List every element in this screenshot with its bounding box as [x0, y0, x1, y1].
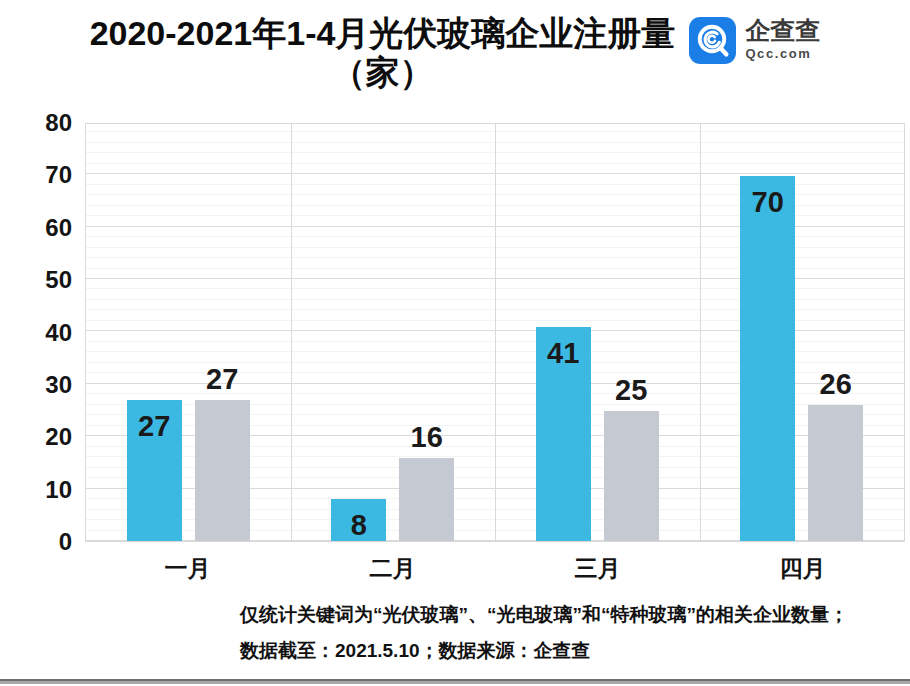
bar-value-label: 16 — [399, 422, 454, 452]
footer-note: 仅统计关键词为“光伏玻璃”、“光电玻璃”和“特种玻璃”的相关企业数量； 数据截至… — [240, 597, 848, 669]
y-tick-label: 10 — [0, 478, 72, 502]
series-blue-bar: 8 — [331, 499, 386, 541]
y-tick-label: 50 — [0, 268, 72, 292]
bar-value-label: 70 — [740, 187, 795, 217]
bar-value-label: 41 — [536, 338, 591, 368]
footer-note-line2: 数据截至：2021.5.10；数据来源：企查查 — [240, 633, 848, 669]
bar-value-label: 27 — [127, 411, 182, 441]
series-gray-bar: 27 — [195, 400, 250, 541]
y-tick-label: 60 — [0, 216, 72, 240]
qcc-logo-text: 企查查 Qcc.com — [745, 17, 820, 61]
y-tick-label: 30 — [0, 373, 72, 397]
bar-value-label: 25 — [604, 375, 659, 405]
bar-value-label: 26 — [808, 369, 863, 399]
y-tick-label: 80 — [0, 111, 72, 135]
series-blue-bar: 70 — [740, 176, 795, 541]
y-tick-label: 20 — [0, 425, 72, 449]
qcc-logo-domain: Qcc.com — [745, 46, 820, 61]
series-blue-bar: 27 — [127, 400, 182, 541]
bar-group-1: 27 27 — [86, 124, 291, 541]
x-category-label-1: 一月 — [85, 553, 290, 584]
bar-value-label: 27 — [195, 364, 250, 394]
page-title: 2020-2021年1-4月光伏玻璃企业注册量 （家） — [90, 14, 676, 92]
qcc-app-icon — [689, 17, 736, 64]
y-tick-label: 70 — [0, 163, 72, 187]
y-tick-label: 0 — [0, 530, 72, 554]
bottom-divider — [0, 679, 910, 684]
y-axis: 01020304050607080 — [0, 123, 72, 542]
page-title-line2: （家） — [90, 53, 676, 92]
plot-area: 27 27 8 16 41 25 70 26 — [85, 123, 905, 542]
x-category-label-3: 三月 — [495, 553, 700, 584]
y-tick-label: 40 — [0, 321, 72, 345]
bar-group-3: 41 25 — [495, 124, 700, 541]
series-gray-bar: 26 — [808, 405, 863, 541]
bar-group-4: 70 26 — [700, 124, 905, 541]
x-category-label-2: 二月 — [290, 553, 495, 584]
header: 2020-2021年1-4月光伏玻璃企业注册量 （家） 企查查 Qcc.com — [0, 14, 910, 92]
x-axis: 一月二月三月四月 — [85, 553, 905, 584]
series-gray-bar: 16 — [399, 458, 454, 541]
footer-note-line1: 仅统计关键词为“光伏玻璃”、“光电玻璃”和“特种玻璃”的相关企业数量； — [240, 597, 848, 633]
qcc-logo: 企查查 Qcc.com — [689, 17, 820, 64]
bar-value-label: 8 — [331, 510, 386, 540]
x-category-label-4: 四月 — [700, 553, 905, 584]
bar-group-2: 8 16 — [291, 124, 496, 541]
qcc-logo-name: 企查查 — [745, 17, 820, 44]
series-blue-bar: 41 — [536, 327, 591, 541]
page-title-line1: 2020-2021年1-4月光伏玻璃企业注册量 — [90, 14, 676, 53]
series-gray-bar: 25 — [604, 411, 659, 541]
